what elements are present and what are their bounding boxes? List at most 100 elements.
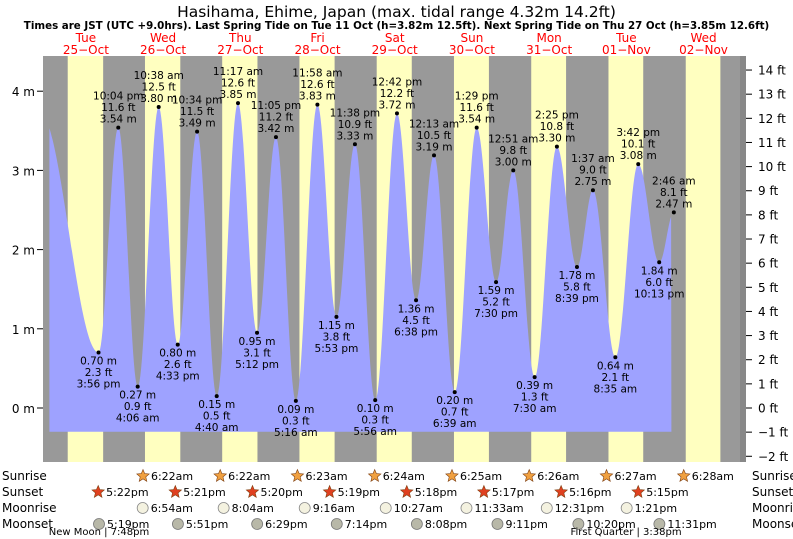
sunset-icon [399, 484, 414, 498]
sunset-time: 5:18pm [415, 486, 457, 499]
moonrise-icon [217, 502, 230, 514]
y-tick-label-right: 10 ft [758, 160, 786, 174]
sunset-time: 5:19pm [338, 486, 380, 499]
y-tick-label-left: 1 m [12, 323, 35, 337]
low-tide-label: 1.36 m [398, 303, 435, 315]
moonset-time: 5:19pm [107, 518, 149, 531]
y-tick-label-right: 11 ft [758, 136, 786, 150]
high-tide-label: 11:17 am [213, 66, 263, 78]
high-tide-label: 12:51 am [488, 133, 538, 145]
sunrise-time: 6:24am [383, 470, 425, 483]
sunrise-icon [367, 468, 382, 482]
low-tide-label: 1.84 m [641, 265, 678, 277]
y-tick-label-right: 6 ft [758, 257, 778, 271]
low-tide-label: 4:33 pm [156, 371, 200, 383]
high-tide-label: 10.5 ft [417, 130, 451, 142]
sunset-icon [245, 484, 260, 498]
low-tide-label: 3:56 pm [77, 379, 121, 391]
low-tide-point [414, 298, 419, 303]
moonset-icon [330, 518, 343, 530]
low-tide-label: 6:39 am [433, 418, 477, 430]
sunrise-time: 6:23am [305, 470, 347, 483]
high-tide-label: 10:38 am [134, 70, 184, 82]
low-tide-label: 0.70 m [80, 356, 117, 368]
moonrise-icon [460, 502, 473, 514]
high-tide-label: 9.0 ft [579, 165, 607, 177]
low-tide-label: 4:06 am [116, 413, 160, 425]
right-axis-strip [740, 56, 746, 462]
low-tide-point [532, 375, 537, 380]
low-tide-label: 0.7 ft [441, 407, 469, 419]
low-tide-label: 0.9 ft [124, 401, 152, 413]
day-date: 02−Nov [679, 43, 728, 57]
y-tick-label-right: 14 ft [758, 64, 786, 78]
high-tide-point [273, 135, 278, 140]
low-tide-label: 2.6 ft [164, 359, 192, 371]
moonrise-time: 10:27am [394, 502, 443, 515]
day-name: Sun [461, 31, 484, 45]
sunrise-time: 6:25am [460, 470, 502, 483]
low-tide-label: 5.8 ft [563, 282, 591, 294]
sunrise-time: 6:26am [537, 470, 579, 483]
sunset-time: 5:21pm [183, 486, 225, 499]
low-tide-label: 5:16 am [274, 427, 318, 439]
high-tide-point [590, 188, 595, 193]
low-tide-label: 0.10 m [357, 403, 394, 415]
low-tide-label: 0.20 m [436, 395, 473, 407]
high-tide-label: 11.6 ft [101, 102, 135, 114]
day-name: Thu [228, 31, 252, 45]
high-tide-point [474, 125, 479, 130]
high-tide-label: 8.1 ft [660, 187, 688, 199]
low-tide-label: 0.09 m [277, 404, 314, 416]
low-tide-label: 3.1 ft [243, 347, 271, 359]
high-tide-point [352, 142, 357, 147]
high-tide-label: 3:42 pm [616, 127, 660, 139]
sunrise-time: 6:27am [614, 470, 656, 483]
y-tick-label-right: 8 ft [758, 208, 778, 222]
moonrise-time: 11:33am [474, 502, 523, 515]
moonset-icon [410, 518, 423, 530]
day-date: 25−Oct [63, 43, 109, 57]
high-tide-label: 12.6 ft [221, 78, 255, 90]
y-tick-label-right: 3 ft [758, 329, 778, 343]
high-tide-label: 11.5 ft [180, 106, 214, 118]
sunrise-icon [599, 468, 614, 482]
low-tide-label: 1.3 ft [521, 392, 549, 404]
row-label-left: Sunset [2, 485, 43, 499]
low-tide-label: 4:40 am [195, 422, 239, 434]
day-date: 01−Nov [602, 43, 651, 57]
high-tide-label: 3.30 m [538, 133, 575, 145]
sunset-icon [168, 484, 183, 498]
low-tide-point [373, 398, 378, 403]
axes: 0 m 1 m 2 m 3 m 4 m −2 ft −1 ft 0 ft 1 ft 2 ft 3 f… [12, 64, 789, 464]
low-tide-label: 0.3 ft [361, 415, 389, 427]
low-tide-label: 5:56 am [353, 426, 397, 438]
high-tide-label: 11.6 ft [460, 102, 494, 114]
y-tick-label-right: 9 ft [758, 184, 778, 198]
low-tide-point [494, 280, 499, 285]
day-date: 28−Oct [294, 43, 340, 57]
moonrise-icon [298, 502, 311, 514]
moonrise-icon [540, 502, 553, 514]
high-tide-label: 3.49 m [179, 118, 216, 130]
high-tide-label: 11:05 pm [251, 100, 302, 112]
y-tick-label-right: −2 ft [758, 450, 789, 464]
high-tide-point [116, 125, 121, 130]
high-tide-label: 10.9 ft [338, 119, 372, 131]
high-tide-point [671, 210, 676, 215]
day-date: 29−Oct [372, 43, 418, 57]
moonset-icon [491, 518, 504, 530]
moonrise-time: 6:54am [151, 502, 193, 515]
day-name: Sat [385, 31, 405, 45]
high-tide-label: 12:13 am [409, 118, 459, 130]
sunset-time: 5:20pm [260, 486, 302, 499]
low-tide-label: 2.3 ft [85, 367, 113, 379]
sunrise-icon [445, 468, 459, 482]
sunrise-icon [676, 468, 691, 482]
sunrise-time: 6:22am [151, 470, 193, 483]
low-tide-label: 1.78 m [558, 270, 595, 282]
high-tide-label: 3.33 m [336, 130, 373, 142]
low-tide-label: 0.5 ft [203, 411, 231, 423]
low-tide-label: 8:35 am [594, 383, 638, 395]
sunset-time: 5:16pm [569, 486, 611, 499]
